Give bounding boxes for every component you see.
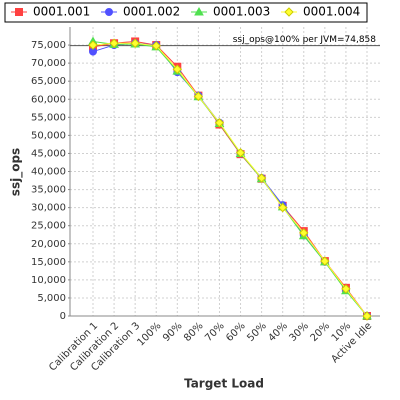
- y-tick-label: 50,000: [31, 130, 66, 141]
- data-point: [235, 148, 246, 158]
- y-tick-label: 20,000: [31, 239, 66, 250]
- x-tick-label: 80%: [182, 320, 206, 344]
- y-tick-label: 15,000: [31, 257, 66, 268]
- data-point: [277, 202, 288, 213]
- legend-label: 0001.002: [123, 5, 180, 19]
- y-tick-label: 60,000: [31, 94, 66, 105]
- reference-label: ssj_ops@100% per JVM=74,858: [233, 35, 377, 45]
- y-tick-label: 65,000: [31, 76, 66, 87]
- legend-marker: [15, 8, 23, 16]
- y-tick-label: 30,000: [31, 203, 66, 214]
- series-line: [92, 40, 368, 317]
- y-tick-label: 10,000: [31, 275, 66, 286]
- x-tick-label: 40%: [266, 320, 290, 344]
- series-line: [92, 40, 368, 317]
- data-point: [151, 41, 161, 51]
- x-tick-label: 70%: [203, 320, 227, 344]
- data-point: [193, 91, 204, 102]
- y-tick-label: 70,000: [31, 58, 66, 69]
- legend-label: 0001.003: [213, 5, 270, 19]
- y-tick-label: 5,000: [37, 293, 66, 304]
- data-point: [362, 311, 372, 321]
- y-tick-label: 45,000: [31, 148, 66, 159]
- series-line: [92, 42, 368, 317]
- data-point: [320, 256, 330, 266]
- y-tick-label: 40,000: [31, 167, 66, 178]
- data-point: [341, 284, 351, 294]
- data-point: [109, 38, 119, 48]
- y-tick-label: 25,000: [31, 221, 66, 232]
- series-line: [92, 42, 368, 317]
- x-tick-label: 90%: [161, 320, 185, 344]
- y-axis-title: ssj_ops: [9, 148, 24, 196]
- data-point: [214, 118, 225, 128]
- data-point: [299, 228, 309, 238]
- y-tick-label: 75,000: [31, 40, 66, 51]
- y-tick-label: 0: [60, 311, 66, 322]
- x-axis-title: Target Load: [184, 377, 264, 391]
- data-point: [256, 173, 267, 183]
- y-tick-label: 55,000: [31, 112, 66, 123]
- x-tick-label: 50%: [245, 320, 269, 344]
- legend-marker: [194, 6, 204, 16]
- legend-label: 0001.004: [303, 5, 360, 19]
- data-point: [130, 38, 140, 48]
- legend-label: 0001.001: [33, 5, 90, 19]
- x-tick-label: 60%: [224, 320, 248, 344]
- y-tick-label: 35,000: [31, 185, 66, 196]
- x-tick-label: 30%: [288, 320, 312, 344]
- data-point: [172, 64, 183, 74]
- legend-marker: [284, 7, 294, 17]
- x-tick-label: 20%: [309, 320, 333, 344]
- x-tick-label: 100%: [135, 320, 163, 348]
- legend-marker: [105, 8, 113, 16]
- data-point: [88, 40, 98, 50]
- legend-box: [4, 2, 368, 23]
